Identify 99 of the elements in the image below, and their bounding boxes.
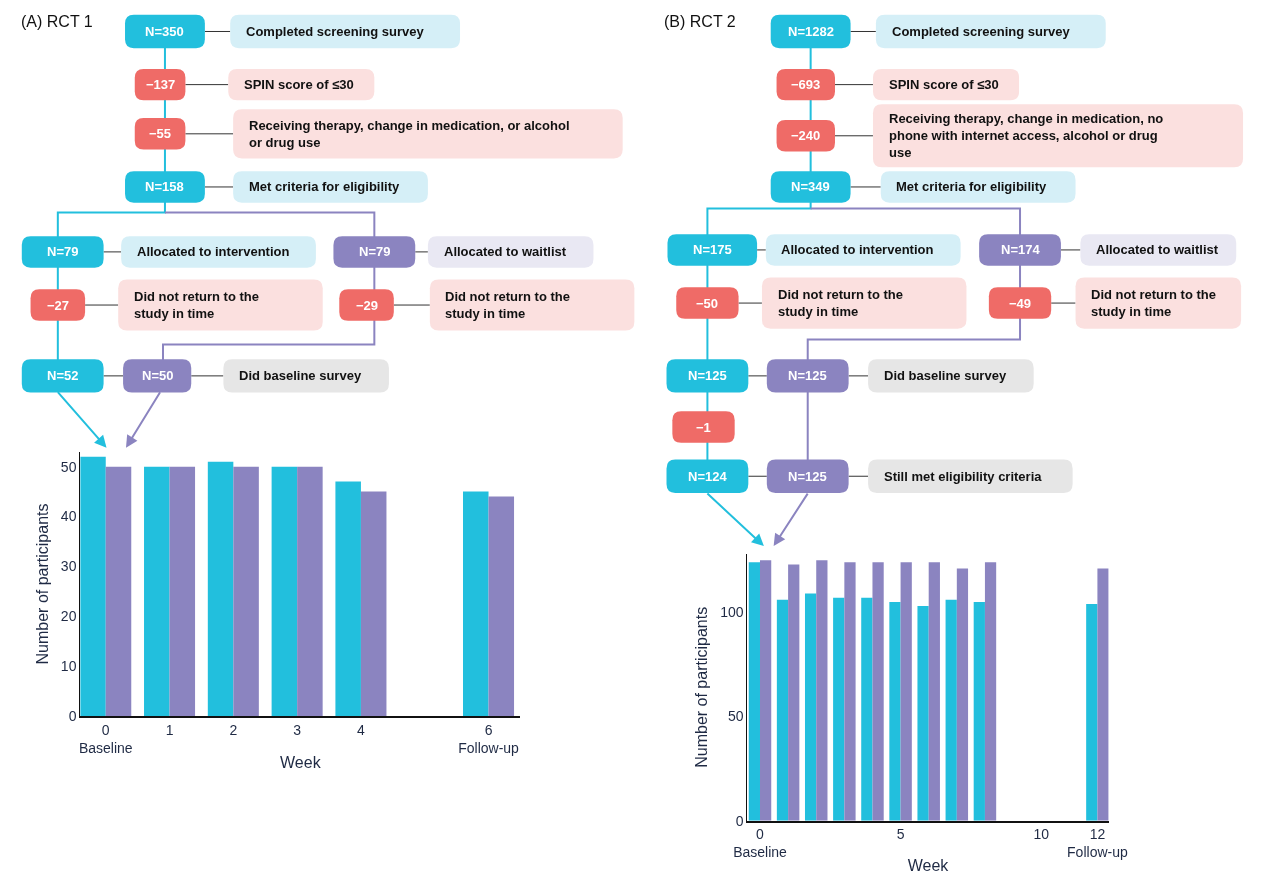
text: N=349 — [791, 179, 830, 194]
text: Did not return to the study in time — [1091, 287, 1216, 319]
text: (A) RCT 1 — [21, 13, 93, 30]
y-tick-label: 50 — [60, 458, 77, 475]
text: −49 — [1009, 296, 1032, 311]
text: Completed screening survey — [892, 24, 1071, 39]
bar — [816, 560, 828, 821]
bar — [80, 456, 106, 717]
bar — [335, 481, 361, 717]
y-axis-title: Number of participants — [693, 606, 711, 768]
bar — [759, 560, 772, 821]
text: Did not return to the study in time — [134, 289, 259, 321]
text: Completed screening survey — [246, 24, 425, 39]
text: N=158 — [145, 179, 184, 194]
x-tick-label: 0 Baseline — [733, 826, 788, 861]
bar — [297, 466, 323, 717]
text: N=79 — [359, 244, 391, 259]
bar — [233, 466, 259, 717]
text: Did baseline survey — [239, 368, 362, 383]
bar — [169, 466, 196, 717]
y-tick-label: 0 — [68, 708, 77, 725]
bar — [105, 466, 132, 717]
bar — [889, 601, 901, 821]
text: N=125 — [688, 368, 727, 383]
bar — [1086, 603, 1098, 821]
x-axis-title: Week — [907, 857, 950, 874]
text: Did not return to the study in time — [778, 287, 903, 319]
text: Allocated to intervention — [137, 244, 290, 259]
text: SPIN score of ≤30 — [889, 77, 999, 92]
text: Allocated to waitlist — [444, 244, 567, 259]
text: SPIN score of ≤30 — [244, 77, 354, 92]
y-tick-label: 40 — [60, 508, 77, 525]
bar — [861, 597, 873, 821]
text: −50 — [696, 296, 719, 311]
text: −55 — [149, 126, 172, 141]
bar — [804, 593, 817, 821]
text: (B) RCT 2 — [664, 13, 736, 30]
text: N=1282 — [788, 24, 834, 39]
bar — [748, 562, 760, 821]
text: −693 — [791, 77, 821, 92]
text: Still met eligibility criteria — [884, 469, 1043, 484]
y-axis-title: Number of participants — [33, 503, 51, 665]
text: Met criteria for eligibility — [249, 179, 401, 194]
bar — [1097, 568, 1109, 821]
text: −137 — [146, 77, 176, 92]
bar — [928, 562, 940, 821]
x-tick-label: 4 — [357, 721, 366, 738]
text: Receiving therapy, change in medication, no phone with internet access, alcohol or drug use — [889, 111, 1164, 160]
bar — [776, 599, 789, 821]
bar — [207, 461, 234, 717]
bar — [463, 491, 489, 717]
bar — [872, 562, 884, 821]
text: −27 — [47, 298, 70, 313]
bar — [488, 496, 515, 717]
text: −1 — [696, 420, 711, 435]
x-tick-label: 1 — [165, 721, 174, 738]
y-tick-label: 50 — [727, 708, 744, 725]
bar — [900, 562, 912, 821]
text: N=52 — [47, 368, 79, 383]
text: −29 — [356, 298, 379, 313]
y-tick-label: 0 — [735, 812, 744, 829]
bar — [956, 568, 969, 821]
text: N=125 — [788, 469, 827, 484]
text: Allocated to waitlist — [1096, 242, 1219, 257]
text: N=124 — [688, 469, 728, 484]
x-tick-label: 2 — [229, 721, 238, 738]
text: N=350 — [145, 24, 184, 39]
bar — [945, 599, 957, 821]
bar — [788, 564, 800, 821]
text: Met criteria for eligibility — [896, 179, 1048, 194]
bar — [833, 597, 845, 821]
text: Allocated to intervention — [781, 242, 934, 257]
bar — [984, 562, 997, 821]
text: N=79 — [47, 244, 79, 259]
x-tick-label: 12 Follow-up — [1067, 826, 1128, 861]
y-tick-label: 10 — [60, 658, 77, 675]
text: Receiving therapy, change in medication, or alcohol or drug use — [249, 118, 570, 150]
y-tick-label: 100 — [720, 604, 744, 621]
x-tick-label: 0 Baseline — [78, 721, 133, 757]
x-tick-label: 3 — [293, 721, 302, 738]
x-tick-label: 10 — [1033, 826, 1050, 843]
y-tick-label: 20 — [60, 608, 77, 625]
bar — [844, 562, 856, 821]
text: Did not return to the study in time — [445, 289, 570, 321]
x-axis-title: Week — [280, 754, 322, 772]
text: N=125 — [788, 368, 827, 383]
x-tick-label: 6 Follow-up — [458, 721, 520, 757]
bar — [917, 606, 929, 821]
bar — [973, 601, 985, 821]
bar — [144, 466, 170, 717]
bar — [271, 466, 298, 717]
text: N=50 — [142, 368, 174, 383]
bar — [360, 491, 387, 717]
text: N=175 — [693, 242, 732, 257]
text: Did baseline survey — [884, 368, 1007, 383]
x-tick-label: 5 — [896, 826, 905, 843]
text: N=174 — [1001, 242, 1041, 257]
y-tick-label: 30 — [60, 558, 77, 575]
text: −240 — [791, 128, 821, 143]
